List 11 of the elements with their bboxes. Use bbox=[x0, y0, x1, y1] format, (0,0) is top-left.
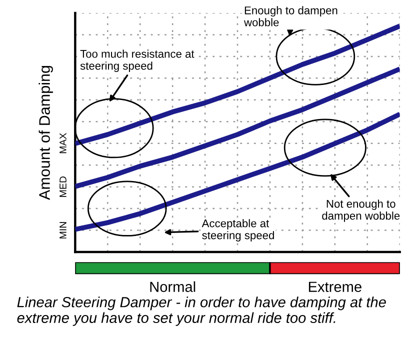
text: Normal bbox=[150, 281, 196, 292]
y-axis-title: Amount of Damping bbox=[38, 66, 53, 200]
annotation: Not enough to dampen wobble bbox=[322, 200, 400, 222]
text: MED bbox=[60, 176, 66, 197]
text: Linear Steering Damper - in order to have damping at the extreme you have to set your normal ride too stiff. bbox=[17, 296, 386, 326]
text: Extreme bbox=[308, 282, 362, 292]
annotation: Acceptable at steering speed bbox=[202, 219, 274, 242]
annotation: Enough to dampen wobble bbox=[244, 6, 338, 26]
text: MAX bbox=[60, 133, 66, 154]
annotation: Too much resistance at steering speed bbox=[80, 50, 194, 72]
text: MIN bbox=[60, 222, 66, 238]
